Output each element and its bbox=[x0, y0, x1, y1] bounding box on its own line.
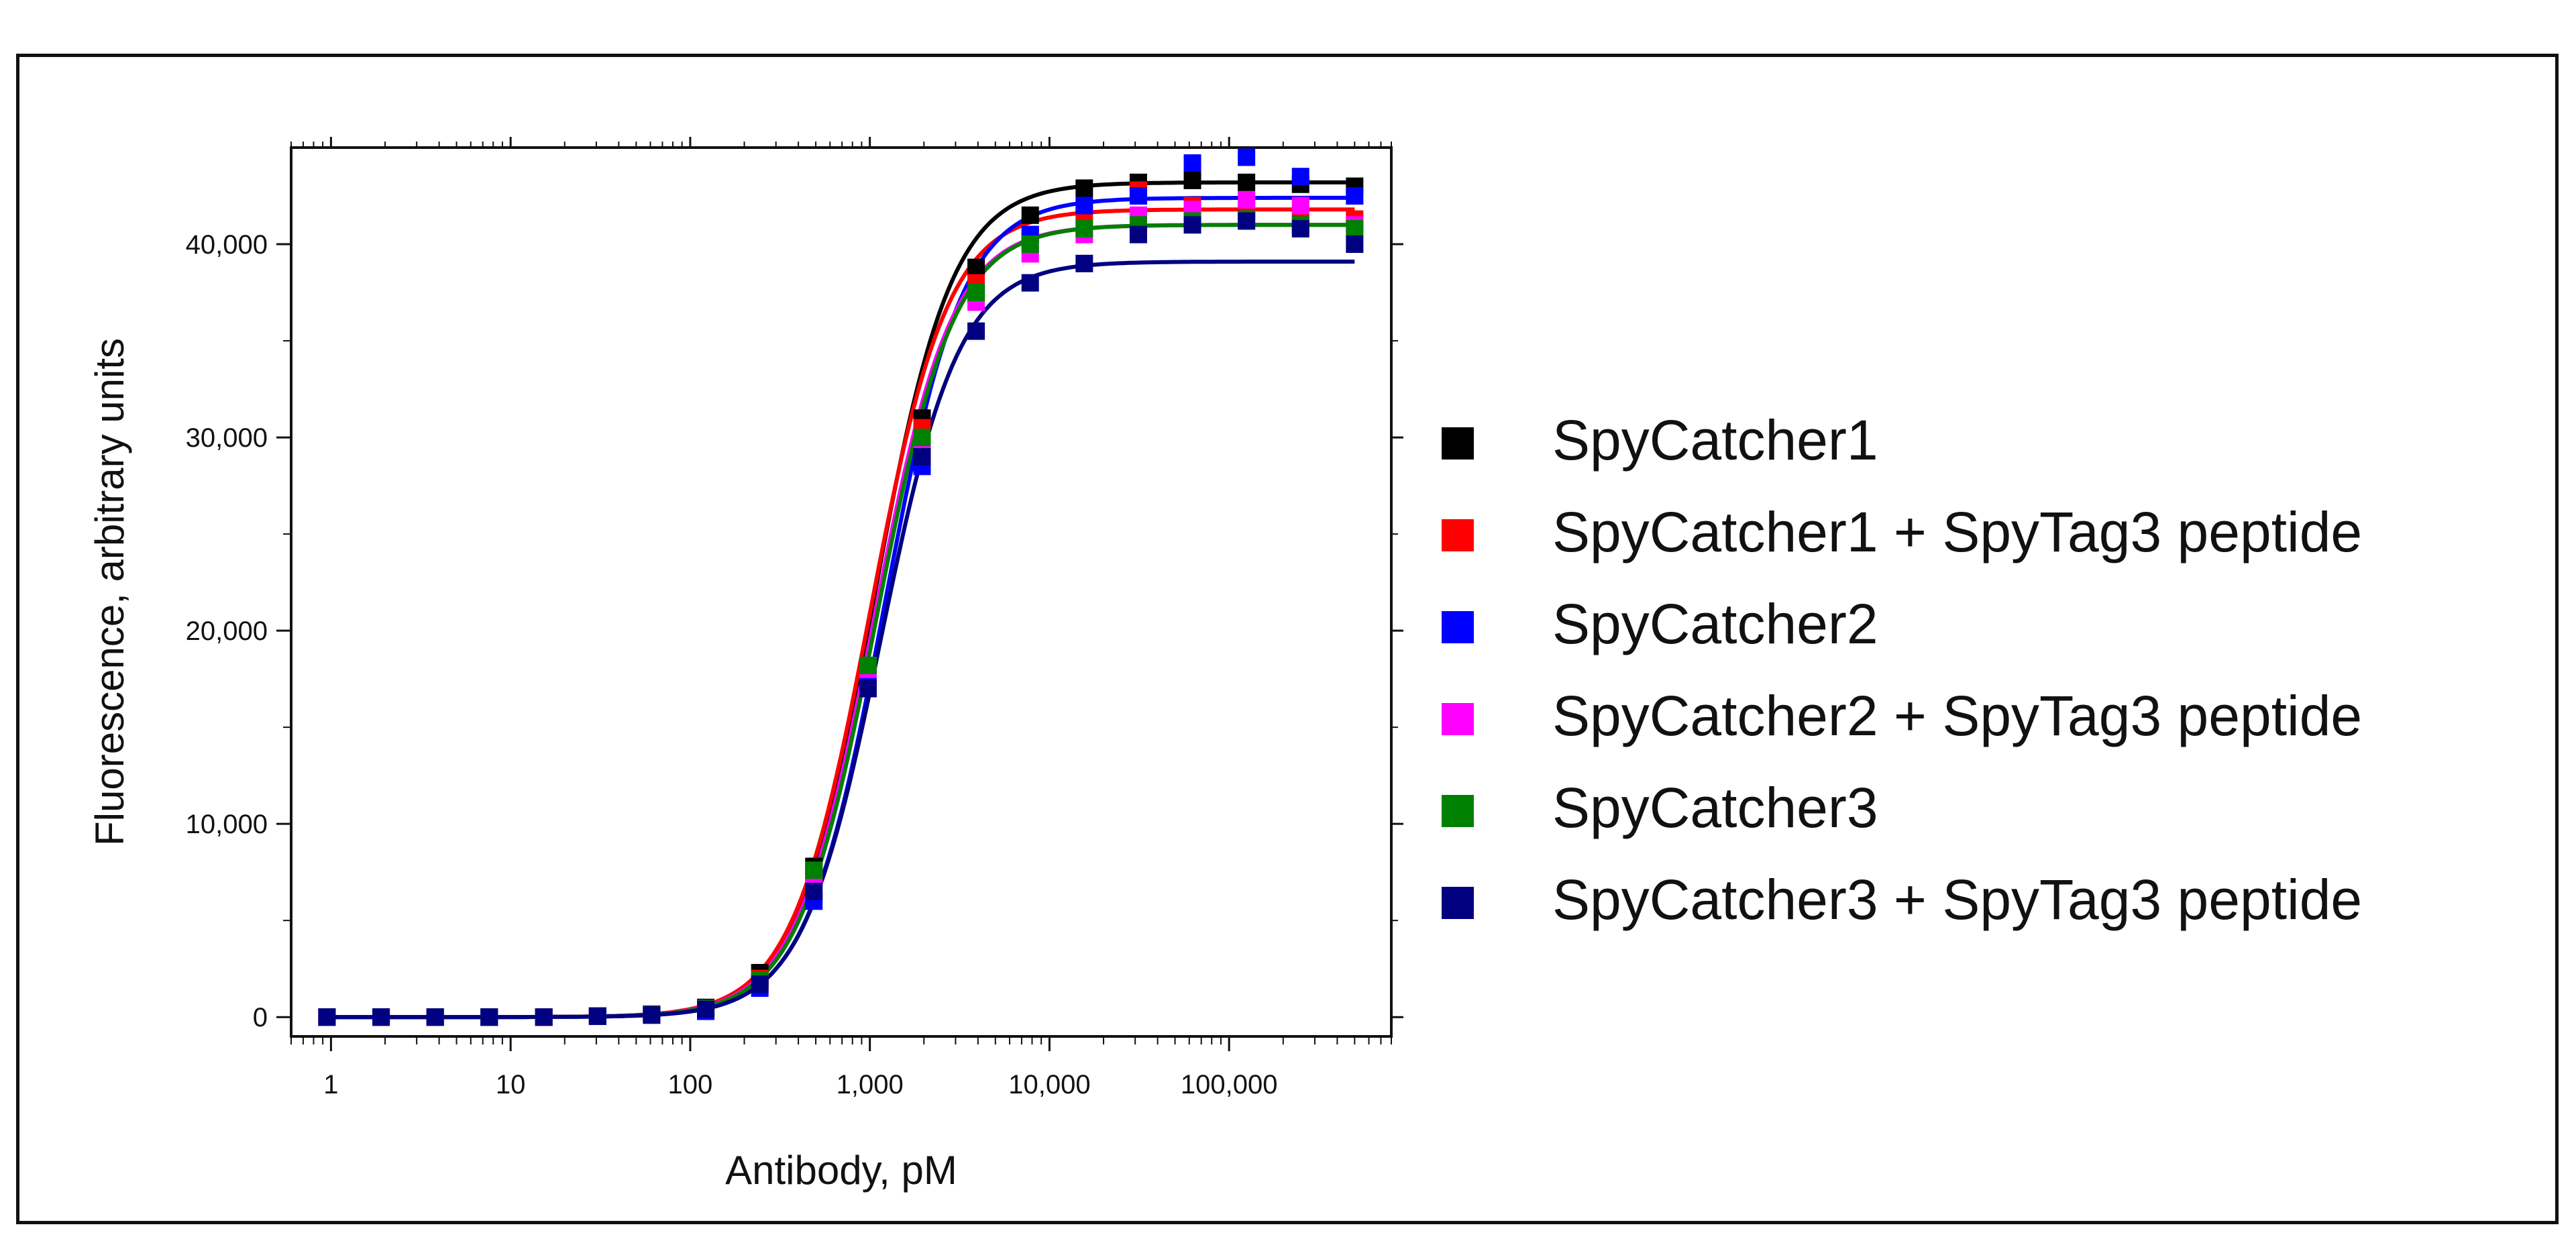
legend-marker-5 bbox=[1442, 795, 1474, 827]
legend-label-6: SpyCatcher3 + SpyTag3 peptide bbox=[1552, 868, 2362, 931]
fit-curve-series-4 bbox=[327, 223, 1355, 1020]
data-point-series-6 bbox=[1021, 274, 1039, 292]
y-tick-label: 20,000 bbox=[186, 616, 268, 646]
data-point-series-1 bbox=[1021, 206, 1039, 224]
fit-curve-series-3 bbox=[327, 195, 1355, 1020]
x-tick-label: 100 bbox=[668, 1070, 713, 1099]
y-tick-label: 40,000 bbox=[186, 230, 268, 260]
x-axis-label: Antibody, pM bbox=[725, 1148, 957, 1193]
data-point-series-6 bbox=[588, 1007, 606, 1025]
legend-marker-2 bbox=[1442, 519, 1474, 551]
data-point-series-6 bbox=[859, 680, 877, 698]
data-point-series-6 bbox=[967, 322, 985, 340]
data-point-series-5 bbox=[1075, 219, 1093, 237]
fit-curve-series-1 bbox=[327, 180, 1355, 1020]
data-point-series-3 bbox=[1291, 168, 1309, 186]
data-point-series-4 bbox=[1291, 197, 1309, 215]
data-point-series-1 bbox=[1075, 179, 1093, 197]
x-tick-label: 1,000 bbox=[837, 1070, 904, 1099]
legend-marker-1 bbox=[1442, 427, 1474, 460]
fit-curve-series-5 bbox=[327, 223, 1355, 1020]
data-point-series-3 bbox=[1075, 197, 1093, 215]
y-axis-label: Fluorescence, arbitrary units bbox=[87, 338, 132, 846]
data-point-series-3 bbox=[1183, 154, 1201, 172]
legend-label-3: SpyCatcher2 bbox=[1552, 592, 1878, 655]
legend-marker-3 bbox=[1442, 611, 1474, 643]
data-point-series-6 bbox=[643, 1006, 661, 1024]
data-point-series-3 bbox=[1238, 148, 1256, 166]
x-tick-label: 10,000 bbox=[1008, 1070, 1090, 1099]
data-point-series-6 bbox=[1238, 212, 1256, 230]
legend-label-1: SpyCatcher1 bbox=[1552, 409, 1878, 472]
legend-marker-6 bbox=[1442, 887, 1474, 919]
data-point-series-5 bbox=[1346, 219, 1364, 237]
legend: SpyCatcher1 SpyCatcher1 + SpyTag3 peptide… bbox=[1442, 409, 2362, 931]
data-point-series-6 bbox=[535, 1008, 553, 1026]
data-point-series-6 bbox=[913, 447, 931, 466]
data-point-series-5 bbox=[859, 656, 877, 674]
data-point-series-1 bbox=[967, 258, 985, 276]
fit-curve-series-6 bbox=[327, 260, 1355, 1020]
data-point-series-6 bbox=[1346, 235, 1364, 254]
data-point-series-5 bbox=[913, 429, 931, 447]
data-point-series-6 bbox=[480, 1008, 498, 1026]
data-point-series-5 bbox=[1021, 235, 1039, 254]
plot-border bbox=[290, 146, 1393, 1038]
data-point-series-6 bbox=[805, 882, 823, 900]
data-point-series-6 bbox=[1075, 254, 1093, 272]
figure-frame: 1 10 100 1,000 10,000 100,000 0 10,000 20,000 30,… bbox=[16, 54, 2559, 1224]
data-point-series-6 bbox=[697, 1000, 715, 1018]
legend-label-4: SpyCatcher2 + SpyTag3 peptide bbox=[1552, 684, 2362, 747]
plot-area: 1 10 100 1,000 10,000 100,000 0 10,000 20,000 30,… bbox=[186, 137, 1403, 1099]
dose-response-chart: 1 10 100 1,000 10,000 100,000 0 10,000 20,000 30,… bbox=[87, 137, 2362, 1193]
y-tick-label: 0 bbox=[253, 1003, 268, 1032]
data-point-series-6 bbox=[1129, 225, 1147, 244]
data-point-series-1 bbox=[1183, 171, 1201, 189]
data-point-series-3 bbox=[1129, 187, 1147, 205]
fit-curve-series-2 bbox=[327, 207, 1355, 1020]
data-point-series-6 bbox=[751, 975, 769, 993]
legend-label-2: SpyCatcher1 + SpyTag3 peptide bbox=[1552, 500, 2362, 563]
data-point-series-3 bbox=[1346, 187, 1364, 205]
legend-label-5: SpyCatcher3 bbox=[1552, 776, 1878, 839]
data-point-series-4 bbox=[1238, 191, 1256, 209]
x-tick-label: 10 bbox=[496, 1070, 526, 1099]
x-tick-label: 1 bbox=[323, 1070, 338, 1099]
data-point-series-1 bbox=[1238, 173, 1256, 191]
data-point-series-5 bbox=[967, 284, 985, 302]
data-point-series-6 bbox=[1291, 219, 1309, 237]
data-point-series-5 bbox=[805, 861, 823, 879]
y-tick-label: 10,000 bbox=[186, 810, 268, 839]
legend-marker-4 bbox=[1442, 703, 1474, 735]
data-point-series-6 bbox=[372, 1008, 390, 1026]
data-point-series-6 bbox=[1183, 216, 1201, 234]
x-tick-label: 100,000 bbox=[1181, 1070, 1278, 1099]
data-point-series-6 bbox=[318, 1008, 336, 1026]
data-point-series-6 bbox=[426, 1008, 444, 1026]
y-tick-label: 30,000 bbox=[186, 423, 268, 453]
